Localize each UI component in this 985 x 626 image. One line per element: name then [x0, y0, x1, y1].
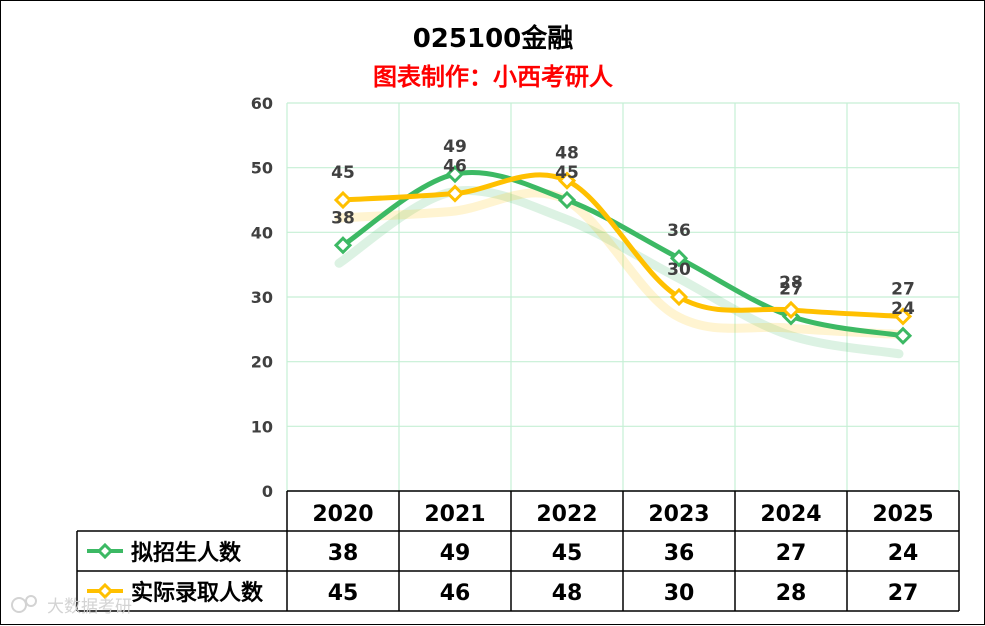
data-point-marker	[893, 326, 913, 345]
data-point-marker	[445, 165, 465, 184]
table-cell: 49	[440, 541, 471, 566]
x-tick-label: 2020	[312, 502, 373, 527]
series-line-1	[340, 169, 906, 339]
line-shadows	[334, 185, 904, 359]
watermark-icon	[11, 597, 27, 613]
data-label: 45	[331, 163, 355, 183]
data-label: 27	[891, 279, 915, 299]
table-cell: 24	[888, 541, 919, 566]
y-tick-label: 10	[251, 417, 273, 436]
data-label: 45	[555, 163, 579, 183]
grid	[286, 102, 960, 492]
legend-key-marker	[96, 542, 114, 560]
data-point-marker	[557, 171, 577, 190]
x-tick-label: 2021	[424, 502, 485, 527]
series-shadow	[334, 188, 904, 339]
y-tick-label: 30	[251, 288, 273, 307]
data-label: 30	[667, 260, 691, 280]
data-point-marker	[669, 249, 689, 268]
y-axis-ticks: 0 10 20 30 40 50 60	[251, 94, 273, 501]
data-point-marker	[333, 190, 353, 210]
table-cell: 36	[664, 541, 695, 566]
table-cell: 45	[328, 581, 359, 606]
y-tick-label: 40	[251, 223, 273, 242]
x-tick-label: 2025	[872, 502, 933, 527]
data-label: 49	[443, 137, 467, 157]
series-markers	[333, 165, 913, 345]
legend-series-name: 拟招生人数	[131, 540, 242, 566]
data-label: 36	[667, 221, 691, 241]
table-cell: 30	[664, 581, 695, 606]
data-point-marker	[669, 287, 689, 307]
data-label: 28	[779, 273, 803, 293]
data-label: 48	[555, 144, 579, 164]
series-shadow	[334, 185, 904, 359]
data-point-marker	[333, 236, 353, 255]
data-point-marker	[893, 307, 913, 326]
table-cell: 27	[888, 581, 919, 606]
data-point-marker	[445, 184, 465, 203]
watermark-text: 大数据考研	[47, 597, 132, 617]
data-table: 2020 2021 2022 2023 2024 2025 拟招生人数 38 49 45 36 27 2…	[76, 490, 960, 612]
data-label: 27	[779, 279, 803, 299]
data-point-marker	[557, 190, 577, 210]
y-tick-label: 20	[251, 353, 273, 372]
data-label: 38	[331, 208, 355, 228]
table-cell: 45	[552, 541, 583, 566]
y-tick-label: 0	[262, 482, 273, 501]
data-label: 46	[443, 157, 467, 177]
legend-series-name: 实际录取人数	[131, 580, 264, 606]
table-cell: 46	[440, 581, 471, 606]
table-cell: 48	[552, 581, 583, 606]
data-label: 24	[891, 299, 915, 319]
chart-subtitle: 图表制作：小西考研人	[373, 63, 613, 91]
y-tick-label: 50	[251, 159, 273, 178]
table-cell: 28	[776, 581, 807, 606]
legend-key-marker	[96, 582, 114, 600]
table-cell: 27	[776, 541, 807, 566]
table-cell: 38	[328, 541, 359, 566]
x-tick-label: 2023	[648, 502, 709, 527]
watermark-icon-small	[25, 595, 37, 607]
chart-title: 025100金融	[413, 23, 574, 54]
data-point-marker	[781, 300, 801, 320]
y-tick-label: 60	[251, 94, 273, 113]
watermark: 大数据考研	[11, 595, 132, 617]
x-tick-label: 2024	[760, 502, 821, 527]
x-tick-label: 2022	[536, 502, 597, 527]
